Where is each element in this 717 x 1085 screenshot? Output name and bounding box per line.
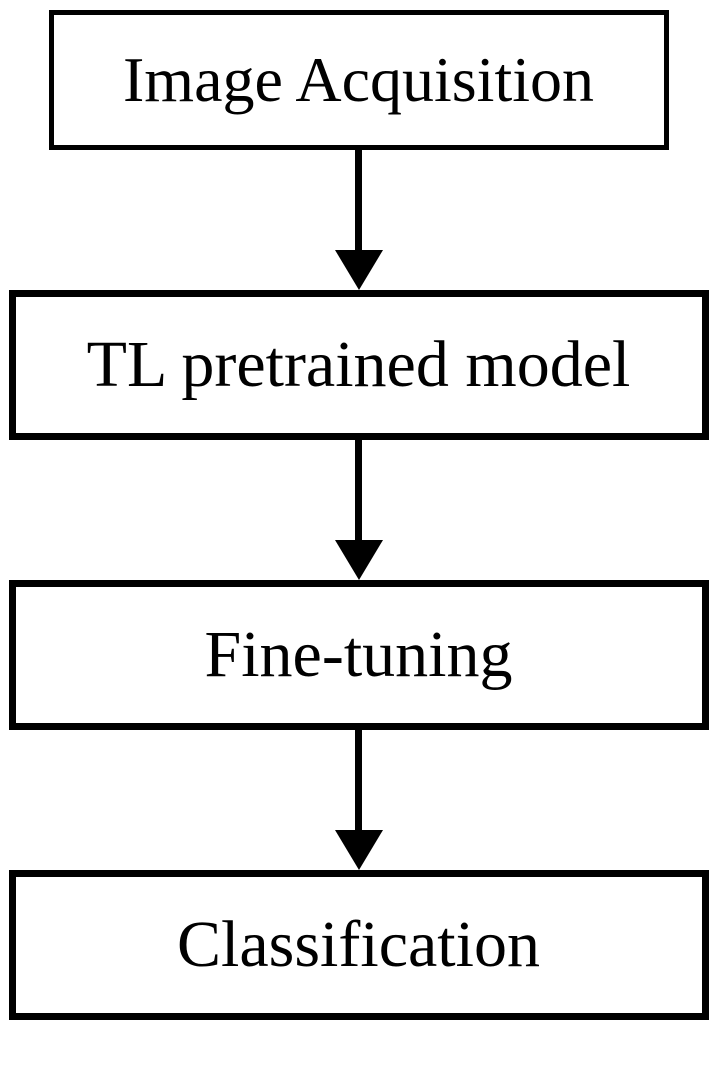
node-fine-tuning: Fine-tuning — [9, 580, 709, 730]
flowchart-container: Image Acquisition TL pretrained model Fi… — [0, 0, 717, 1050]
arrow-1 — [335, 150, 383, 290]
node-tl-pretrained-model: TL pretrained model — [9, 290, 709, 440]
arrow-3 — [335, 730, 383, 870]
node-classification: Classification — [9, 870, 709, 1020]
node-label: Fine-tuning — [205, 617, 513, 693]
arrow-shaft — [355, 150, 362, 250]
arrow-2 — [335, 440, 383, 580]
arrow-head-icon — [335, 250, 383, 290]
arrow-shaft — [355, 440, 362, 540]
arrow-head-icon — [335, 830, 383, 870]
node-image-acquisition: Image Acquisition — [49, 10, 669, 150]
node-label: Classification — [177, 907, 540, 983]
arrow-head-icon — [335, 540, 383, 580]
node-label: TL pretrained model — [87, 327, 631, 403]
arrow-shaft — [355, 730, 362, 830]
node-label: Image Acquisition — [123, 43, 594, 117]
